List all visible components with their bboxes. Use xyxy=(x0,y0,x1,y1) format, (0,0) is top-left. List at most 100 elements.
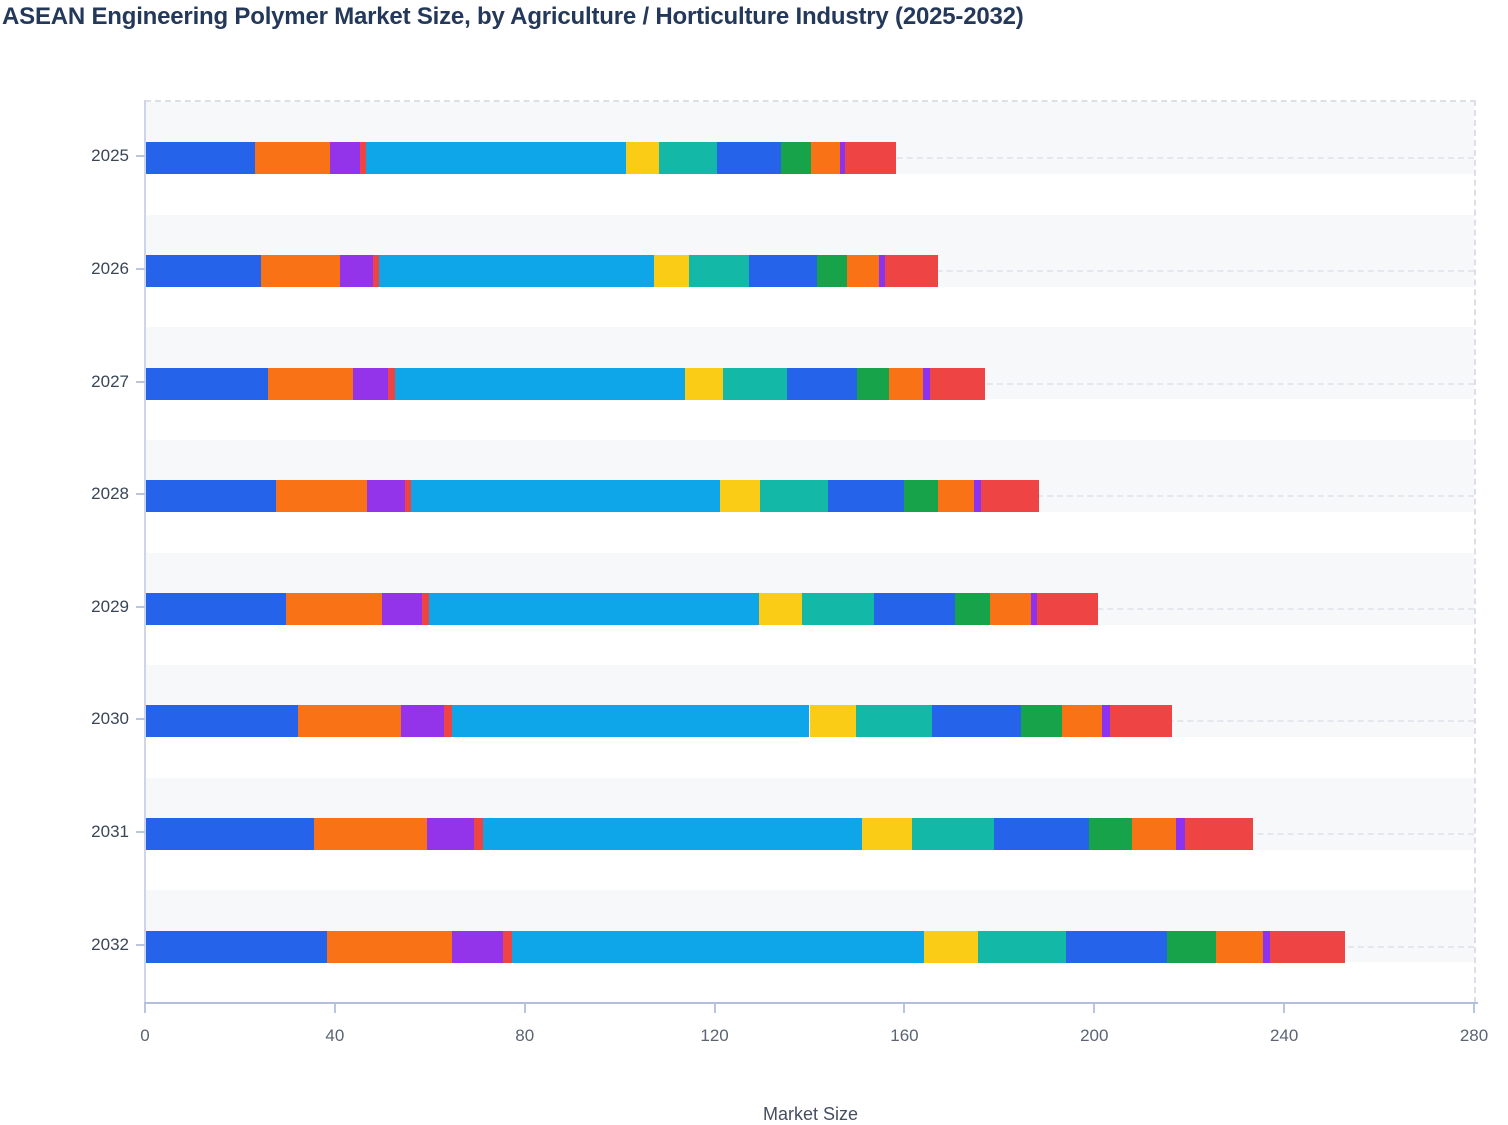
bar-segment[interactable] xyxy=(359,142,366,175)
bar-segment[interactable] xyxy=(339,254,373,287)
bar-segment[interactable] xyxy=(352,367,388,400)
bar-segment[interactable] xyxy=(1030,592,1037,625)
bar-segment[interactable] xyxy=(954,592,991,625)
bar-segment[interactable] xyxy=(145,142,256,175)
bar-segment[interactable] xyxy=(845,142,896,175)
bar-segment[interactable] xyxy=(1066,930,1168,963)
bar-segment[interactable] xyxy=(145,930,327,963)
bar-segment[interactable] xyxy=(298,705,402,738)
bar-segment[interactable] xyxy=(878,254,885,287)
bar-segment[interactable] xyxy=(980,480,1040,513)
bar-segment[interactable] xyxy=(382,592,423,625)
bar-segment[interactable] xyxy=(1215,930,1263,963)
bar-segment[interactable] xyxy=(839,142,846,175)
bar-segment[interactable] xyxy=(1270,930,1345,963)
bar-segment[interactable] xyxy=(276,480,368,513)
bar-segment[interactable] xyxy=(748,254,817,287)
bar-segment[interactable] xyxy=(1176,818,1185,851)
bar-segment[interactable] xyxy=(1036,592,1099,625)
y-axis-label: 2030 xyxy=(91,709,129,729)
bar-segment[interactable] xyxy=(720,480,760,513)
bar-segment[interactable] xyxy=(394,367,685,400)
bar-segment[interactable] xyxy=(503,930,513,963)
bar-segment[interactable] xyxy=(1132,818,1177,851)
bar-segment[interactable] xyxy=(1110,705,1173,738)
bar-segment[interactable] xyxy=(1167,930,1216,963)
bar-segment[interactable] xyxy=(428,592,759,625)
bar-segment[interactable] xyxy=(260,254,340,287)
bar-segment[interactable] xyxy=(145,480,277,513)
bar-segment[interactable] xyxy=(1262,930,1271,963)
bar-segment[interactable] xyxy=(1089,818,1133,851)
bar-segment[interactable] xyxy=(722,367,787,400)
bar-segment[interactable] xyxy=(938,480,974,513)
bar-segment[interactable] xyxy=(816,254,847,287)
bar-segment[interactable] xyxy=(912,818,994,851)
bar-segment[interactable] xyxy=(929,367,986,400)
bar-segment[interactable] xyxy=(888,367,923,400)
bar-segment[interactable] xyxy=(786,367,858,400)
bar-segment[interactable] xyxy=(810,142,840,175)
bar-segment[interactable] xyxy=(993,818,1090,851)
bar-segment[interactable] xyxy=(372,254,379,287)
bar-segment[interactable] xyxy=(411,480,721,513)
bar-segment[interactable] xyxy=(684,367,723,400)
bar-row xyxy=(145,142,1474,175)
bar-segment[interactable] xyxy=(422,592,429,625)
bar-segment[interactable] xyxy=(401,705,445,738)
bar-segment[interactable] xyxy=(451,705,810,738)
bar-segment[interactable] xyxy=(255,142,330,175)
bar-segment[interactable] xyxy=(809,705,856,738)
bar-segment[interactable] xyxy=(973,480,981,513)
bar-segment[interactable] xyxy=(512,930,924,963)
bar-segment[interactable] xyxy=(444,705,452,738)
bar-segment[interactable] xyxy=(884,254,939,287)
bar-segment[interactable] xyxy=(145,254,261,287)
bar-segment[interactable] xyxy=(781,142,811,175)
bar-segment[interactable] xyxy=(922,367,930,400)
bar-segment[interactable] xyxy=(329,142,360,175)
bar-segment[interactable] xyxy=(759,480,829,513)
bar-segment[interactable] xyxy=(874,592,955,625)
bar-segment[interactable] xyxy=(802,592,875,625)
bar-segment[interactable] xyxy=(846,254,879,287)
bar-segment[interactable] xyxy=(923,930,979,963)
bar-segment[interactable] xyxy=(388,367,395,400)
bar-segment[interactable] xyxy=(378,254,654,287)
bar-segment[interactable] xyxy=(990,592,1031,625)
bar-segment[interactable] xyxy=(626,142,659,175)
bar-segment[interactable] xyxy=(404,480,412,513)
bar-segment[interactable] xyxy=(1061,705,1103,738)
bar-segment[interactable] xyxy=(452,930,504,963)
bar-segment[interactable] xyxy=(482,818,862,851)
bar-segment[interactable] xyxy=(367,480,405,513)
bar-segment[interactable] xyxy=(978,930,1067,963)
y-tick xyxy=(136,718,145,721)
bar-segment[interactable] xyxy=(145,592,287,625)
bar-segment[interactable] xyxy=(828,480,905,513)
bar-segment[interactable] xyxy=(861,818,913,851)
bar-segment[interactable] xyxy=(326,930,453,963)
bar-segment[interactable] xyxy=(688,254,749,287)
bar-segment[interactable] xyxy=(855,705,932,738)
bar-segment[interactable] xyxy=(716,142,781,175)
bar-segment[interactable] xyxy=(286,592,383,625)
bar-segment[interactable] xyxy=(268,367,353,400)
bar-segment[interactable] xyxy=(145,705,299,738)
bar-segment[interactable] xyxy=(145,818,314,851)
bar-segment[interactable] xyxy=(904,480,939,513)
bar-segment[interactable] xyxy=(758,592,803,625)
bar-segment[interactable] xyxy=(857,367,889,400)
bar-segment[interactable] xyxy=(474,818,483,851)
x-tick-label: 80 xyxy=(515,1026,535,1045)
bar-segment[interactable] xyxy=(658,142,717,175)
bar-segment[interactable] xyxy=(1020,705,1062,738)
bar-segment[interactable] xyxy=(426,818,475,851)
bar-segment[interactable] xyxy=(313,818,427,851)
bar-segment[interactable] xyxy=(1184,818,1253,851)
bar-segment[interactable] xyxy=(365,142,627,175)
bar-segment[interactable] xyxy=(931,705,1021,738)
bar-segment[interactable] xyxy=(1102,705,1111,738)
bar-segment[interactable] xyxy=(145,367,269,400)
bar-segment[interactable] xyxy=(653,254,689,287)
